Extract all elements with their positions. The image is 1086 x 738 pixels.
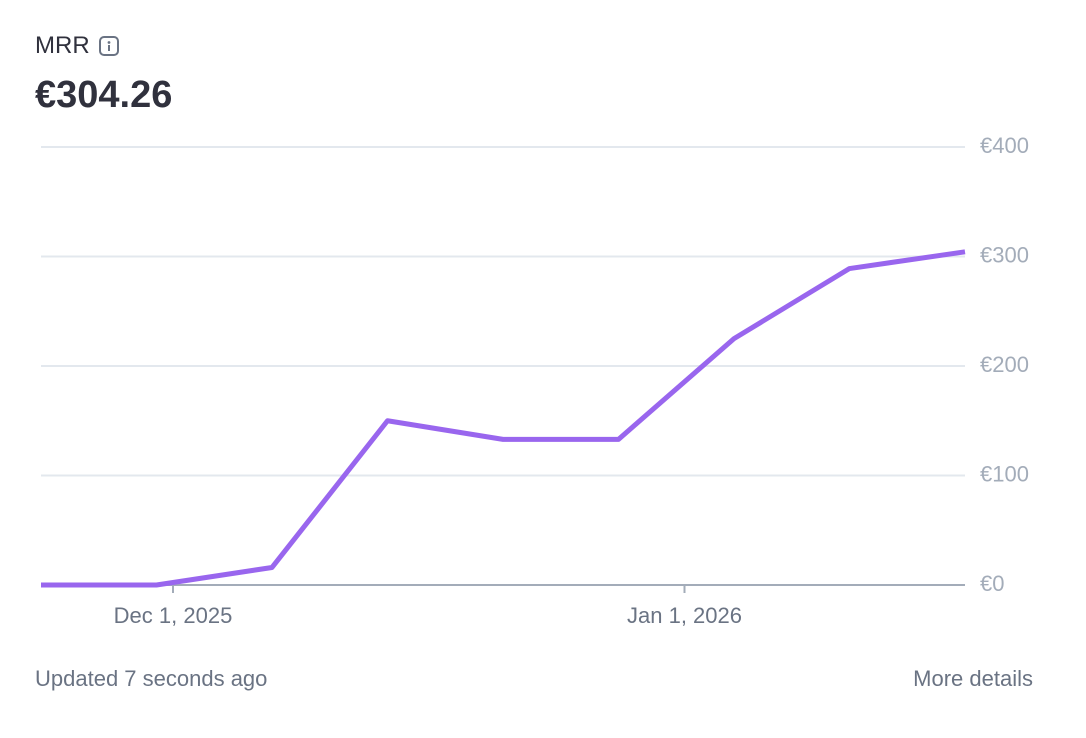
info-icon[interactable] [98,35,120,57]
x-tick-label: Jan 1, 2026 [627,603,742,628]
y-tick-label: €200 [980,352,1029,377]
more-details-link[interactable]: More details [913,666,1033,691]
x-tick-label: Dec 1, 2025 [114,603,233,628]
y-tick-label: €100 [980,461,1029,486]
mrr-line [41,249,966,588]
amount: €304.26 [35,74,173,116]
updated-text: Updated 7 seconds ago [35,666,268,691]
y-tick-label: €400 [980,133,1029,158]
card-title: MRR [35,32,120,60]
y-tick-label: €0 [980,571,1004,596]
y-tick-label: €300 [980,242,1029,267]
title-text: MRR [35,32,90,59]
